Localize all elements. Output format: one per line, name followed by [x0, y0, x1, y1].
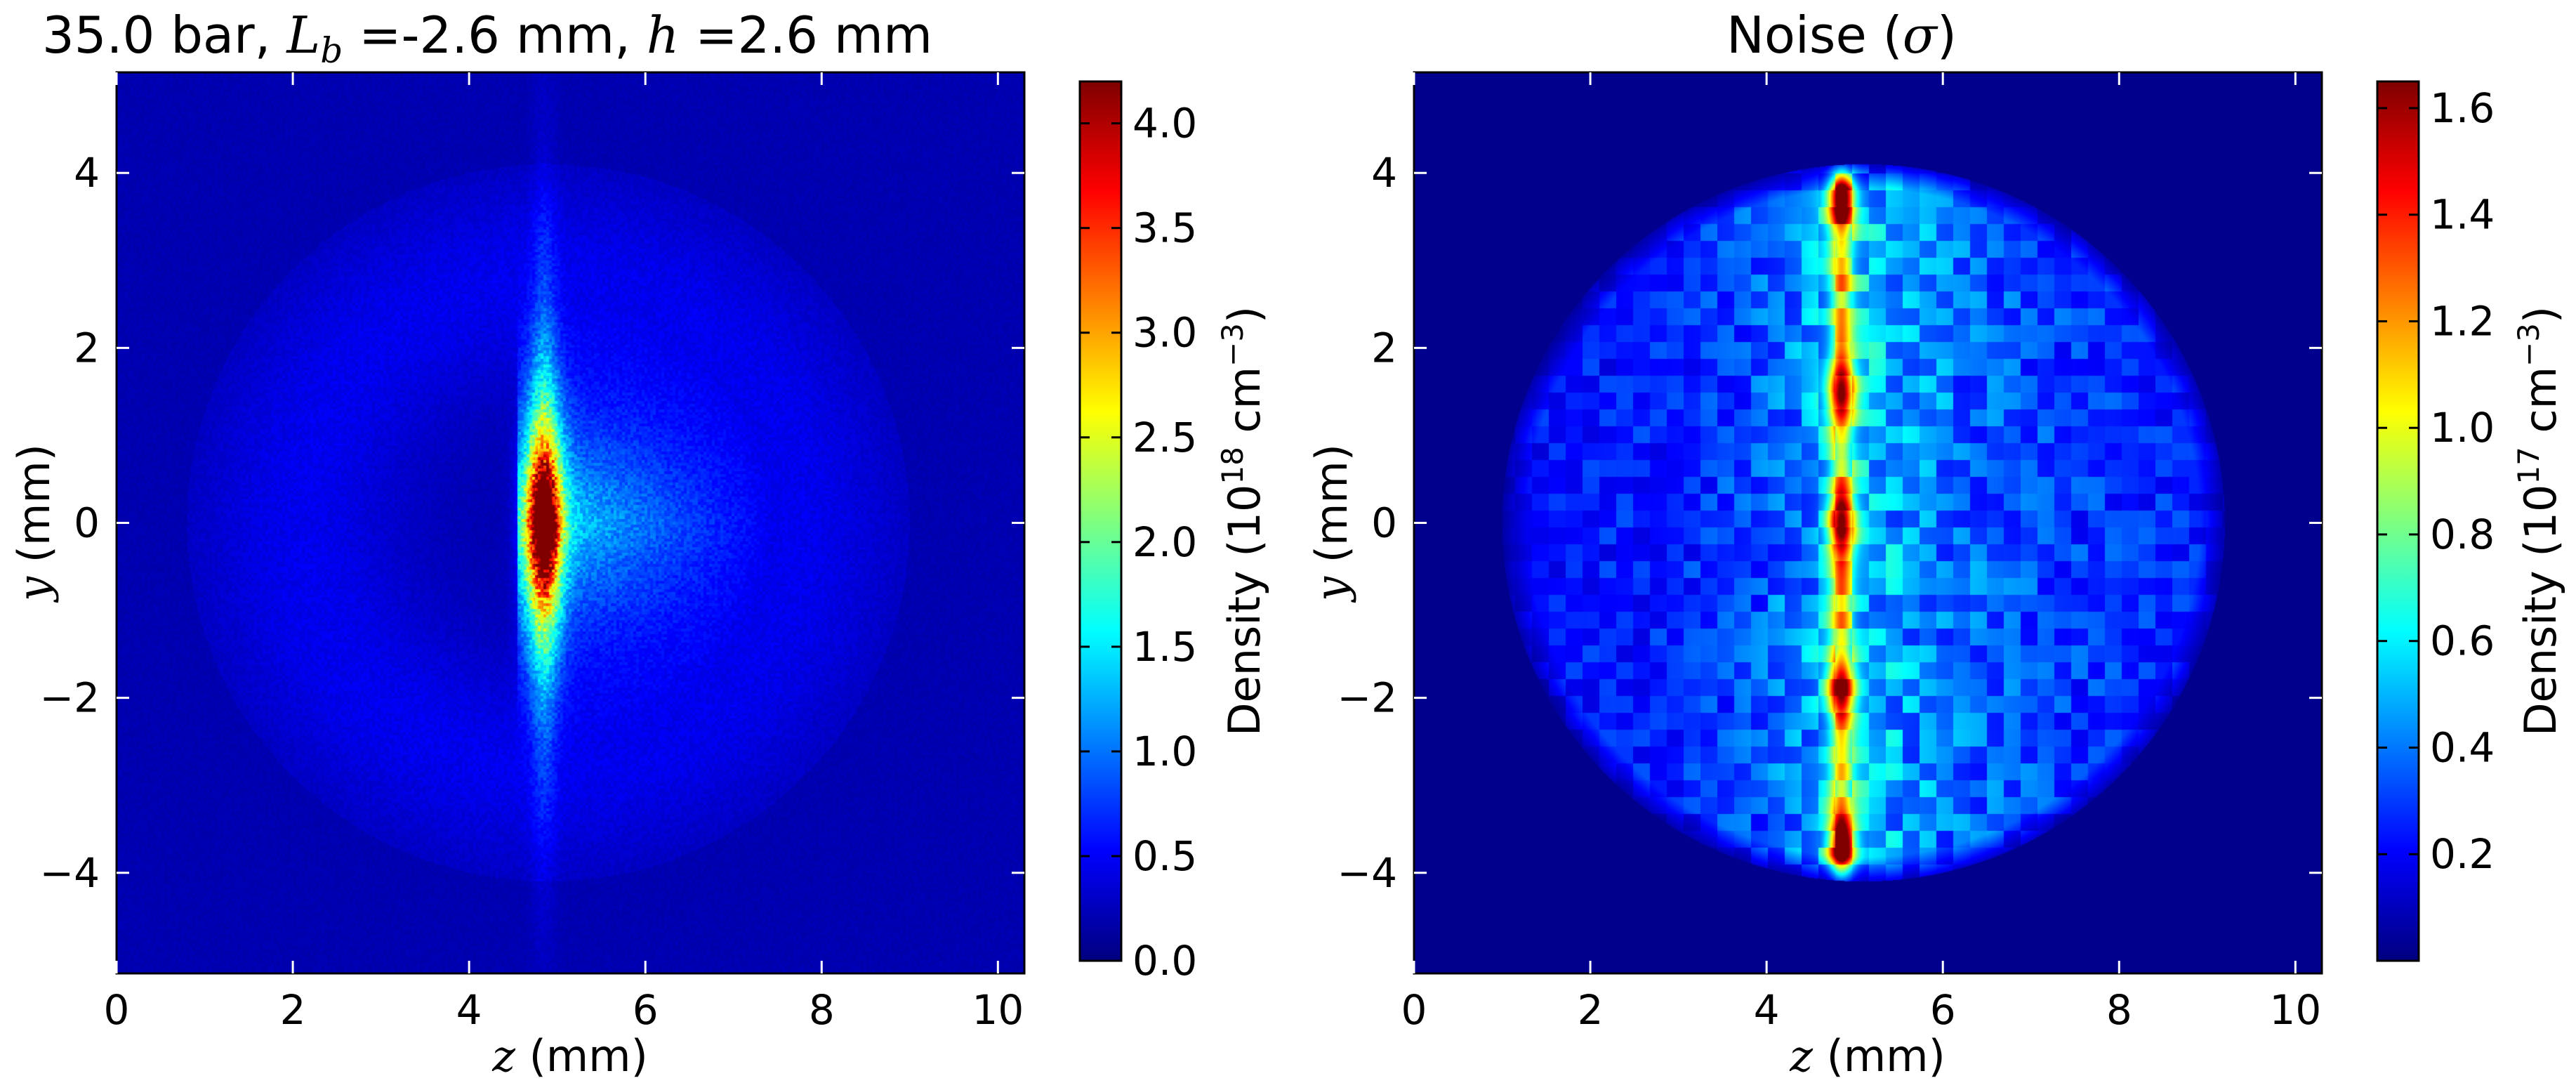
panel-noise: Noise (σ) 0 2 4 6 8 10 4 2 0 −2 −4 z (mm) y (mm) 0… [1306, 6, 2566, 1082]
noise-colorbar-tick-label: 0.6 [2430, 617, 2495, 665]
density-colorbar-tick-label: 2.5 [1132, 414, 1197, 461]
noise-colorbar [2376, 80, 2420, 962]
density-axis-ticks: 0 2 4 6 8 10 4 2 0 −2 −4 [40, 72, 1024, 1034]
density-colorbar-tick-label: 3.5 [1132, 204, 1197, 252]
density-colorbar-tick-label: 1.0 [1132, 728, 1197, 775]
density-heatmap [117, 72, 1024, 973]
density-xtick-label: 0 [104, 986, 130, 1034]
density-xtick-label: 4 [456, 986, 482, 1034]
panel-density: 35.0 bar, Lb =-2.6 mm, h =2.6 mm 0 2 4 6 8 10… [8, 6, 1270, 1082]
density-ytick-label: −2 [40, 674, 100, 722]
density-xtick-label: 6 [633, 986, 659, 1034]
density-colorbar-tick-label: 3.0 [1132, 309, 1197, 357]
density-xtick-label: 8 [809, 986, 835, 1034]
density-colorbar [1078, 80, 1123, 962]
noise-colorbar-tick-label: 0.4 [2430, 723, 2495, 771]
noise-axis-ticks: 0 2 4 6 8 10 4 2 0 −2 −4 [1337, 72, 2322, 1034]
noise-xtick-label: 10 [2269, 986, 2321, 1034]
density-ytick-label: 2 [74, 324, 100, 372]
density-ytick-label: 4 [74, 149, 100, 197]
noise-colorbar-tick-label: 1.2 [2430, 297, 2495, 345]
noise-xlabel: z (mm) [1789, 1030, 1946, 1082]
noise-ytick-label: 0 [1371, 499, 1397, 547]
noise-colorbar-tick-label: 1.6 [2430, 84, 2495, 132]
noise-title: Noise (σ) [1726, 6, 1957, 65]
density-colorbar-tick-label: 0.5 [1132, 832, 1197, 880]
noise-colorbar-tick-label: 0.8 [2430, 511, 2495, 558]
noise-colorbar-label: Density (1017 cm−3) [2511, 306, 2566, 736]
noise-ytick-label: −4 [1337, 849, 1398, 897]
density-colorbar-tick-label: 1.5 [1132, 623, 1197, 671]
density-xtick-label: 2 [280, 986, 306, 1034]
density-heatmap-frame [117, 72, 1024, 973]
noise-ytick-label: 4 [1371, 149, 1397, 197]
density-ytick-label: 0 [74, 499, 100, 547]
density-colorbar-ticks: 0.0 0.5 1.0 1.5 2.0 2.5 3.0 3.5 4.0 [1080, 100, 1197, 985]
density-colorbar-tick-label: 2.0 [1132, 518, 1197, 566]
density-title: 35.0 bar, Lb =-2.6 mm, h =2.6 mm [42, 6, 932, 71]
noise-heatmap [1414, 72, 2322, 973]
density-xlabel: z (mm) [491, 1030, 648, 1082]
noise-xtick-label: 2 [1578, 986, 1604, 1034]
noise-xtick-label: 4 [1754, 986, 1780, 1034]
density-colorbar-label: Density (1018 cm−3) [1215, 306, 1270, 736]
density-ytick-label: −4 [40, 849, 100, 897]
density-colorbar-tick-label: 0.0 [1132, 937, 1197, 985]
noise-xtick-label: 0 [1401, 986, 1427, 1034]
noise-colorbar-tick-label: 1.4 [2430, 191, 2495, 239]
noise-colorbar-tick-label: 1.0 [2430, 404, 2495, 452]
noise-heatmap-frame [1414, 72, 2322, 973]
noise-xtick-label: 6 [1930, 986, 1956, 1034]
noise-ytick-label: −2 [1337, 674, 1398, 722]
noise-colorbar-ticks: 0.2 0.4 0.6 0.8 1.0 1.2 1.4 1.6 [2377, 84, 2495, 878]
density-colorbar-tick-label: 4.0 [1132, 100, 1197, 147]
density-xtick-label: 10 [972, 986, 1024, 1034]
noise-ylabel: y (mm) [1306, 444, 1357, 603]
noise-xtick-label: 8 [2106, 986, 2132, 1034]
noise-colorbar-tick-label: 0.2 [2430, 830, 2495, 878]
noise-ytick-label: 2 [1371, 324, 1397, 372]
density-ylabel: y (mm) [8, 444, 60, 603]
